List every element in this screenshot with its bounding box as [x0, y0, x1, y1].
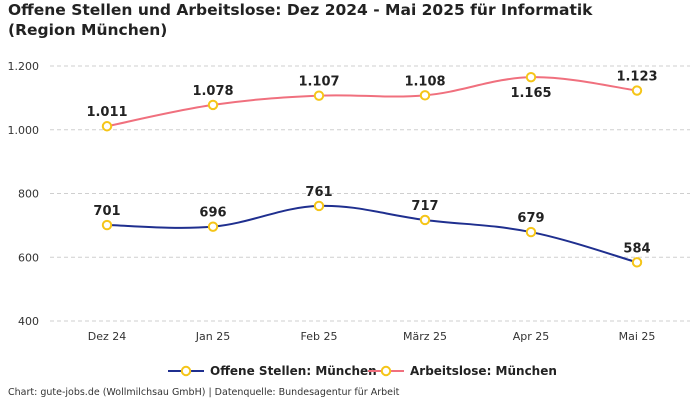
y-tick-label: 1.000: [8, 124, 40, 137]
x-tick-label: Mai 25: [619, 330, 656, 343]
x-tick-label: Feb 25: [301, 330, 338, 343]
data-point[interactable]: [419, 90, 431, 101]
series-lines: [106, 76, 638, 264]
data-label: 1.078: [192, 84, 233, 99]
data-point[interactable]: [101, 121, 113, 132]
data-point[interactable]: [313, 200, 325, 212]
x-tick-label: März 25: [403, 330, 447, 343]
y-axis: 400 600 800 1.000 1.200: [8, 60, 40, 328]
data-point[interactable]: [101, 219, 113, 231]
data-point[interactable]: [631, 85, 643, 96]
data-label: 1.165: [510, 86, 551, 101]
data-label: 696: [199, 206, 226, 221]
y-tick-label: 400: [18, 315, 39, 328]
data-label: 717: [411, 199, 438, 214]
data-point[interactable]: [313, 90, 325, 101]
source-note: Chart: gute-jobs.de (Wollmilchsau GmbH) …: [8, 387, 400, 398]
data-labels: 701 696 761 717 679 584 1.011 1.078 1.107 1.108 1.…: [86, 70, 657, 257]
y-tick-label: 1.200: [8, 60, 40, 73]
legend-label[interactable]: Offene Stellen: München: [210, 364, 377, 378]
data-point[interactable]: [525, 226, 537, 238]
data-label: 1.107: [298, 75, 339, 90]
x-axis: Dez 24 Jan 25 Feb 25 März 25 Apr 25 Mai 25: [88, 330, 656, 343]
data-label: 1.108: [404, 74, 445, 89]
data-label: 761: [305, 185, 332, 200]
grid-lines: [50, 65, 690, 322]
series-line-arbeitslose: [106, 76, 638, 128]
legend-swatch-marker: [180, 365, 192, 377]
x-tick-label: Dez 24: [88, 330, 127, 343]
data-label: 584: [623, 241, 650, 256]
series-markers: [101, 71, 643, 268]
data-label: 1.011: [86, 105, 127, 120]
data-point[interactable]: [631, 257, 643, 268]
data-point[interactable]: [419, 214, 431, 226]
legend: Offene Stellen: München Arbeitslose: Münc…: [168, 364, 557, 378]
series-line-offene-stellen: [106, 204, 638, 264]
x-tick-label: Apr 25: [513, 330, 550, 343]
data-point[interactable]: [525, 71, 537, 83]
data-point[interactable]: [207, 221, 219, 232]
data-point[interactable]: [207, 99, 219, 111]
y-tick-label: 600: [18, 251, 39, 264]
x-tick-label: Jan 25: [195, 330, 230, 343]
legend-swatch-marker: [380, 365, 392, 377]
legend-label[interactable]: Arbeitslose: München: [410, 364, 557, 378]
data-label: 1.123: [616, 70, 657, 85]
chart-title: Offene Stellen und Arbeitslose: Dez 2024…: [8, 1, 593, 39]
data-label: 679: [517, 211, 544, 226]
y-tick-label: 800: [18, 188, 39, 201]
data-label: 701: [93, 204, 120, 219]
